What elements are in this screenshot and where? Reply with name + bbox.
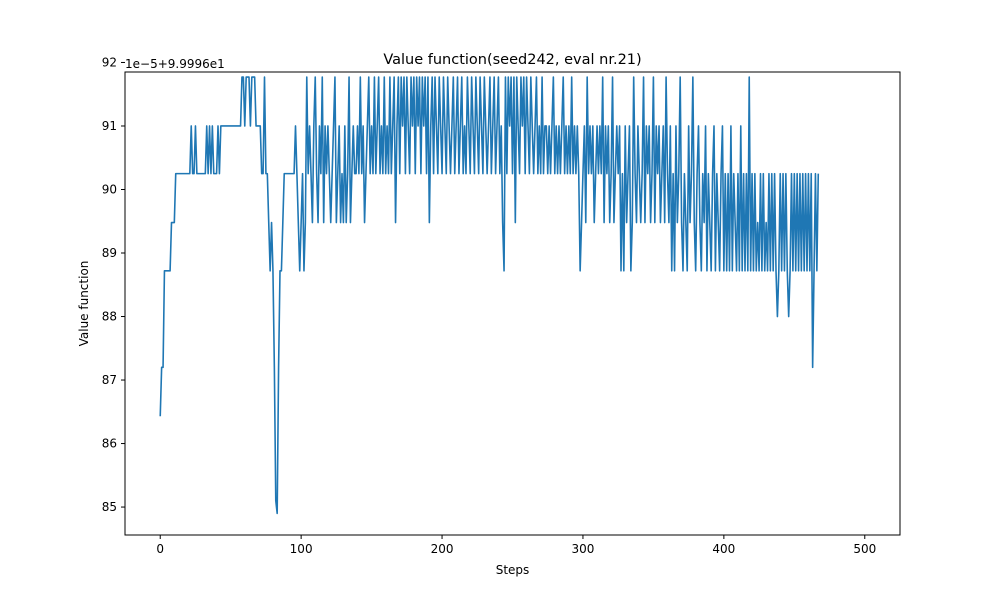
y-axis-ticks: 85 86 87 88 89 90 91 92: [102, 55, 125, 514]
axes-frame: [124, 71, 901, 536]
y-tick-label: 85: [102, 500, 117, 514]
series-line-value-function: [159, 76, 820, 515]
y-tick-label: 91: [102, 119, 117, 133]
y-tick-label: 92: [102, 55, 117, 69]
x-axis-label: Steps: [496, 563, 530, 577]
y-axis-label: Value function: [77, 261, 91, 347]
x-axis-ticks: 0 100 200 300 400 500: [156, 535, 876, 556]
x-tick-label: 500: [853, 542, 876, 556]
y-axis-offset-label: 1e−5+9.9996e1: [125, 57, 225, 71]
y-tick-label: 86: [102, 437, 117, 451]
y-tick-label: 89: [102, 246, 117, 260]
x-tick-label: 300: [572, 542, 595, 556]
x-tick-label: 200: [431, 542, 454, 556]
x-tick-label: 400: [712, 542, 735, 556]
y-tick-label: 87: [102, 373, 117, 387]
x-tick-label: 0: [156, 542, 164, 556]
y-tick-label: 90: [102, 182, 117, 196]
chart-title: Value function(seed242, eval nr.21): [383, 52, 641, 68]
x-tick-label: 100: [290, 542, 313, 556]
plot-area: [159, 76, 820, 515]
y-tick-label: 88: [102, 310, 117, 324]
